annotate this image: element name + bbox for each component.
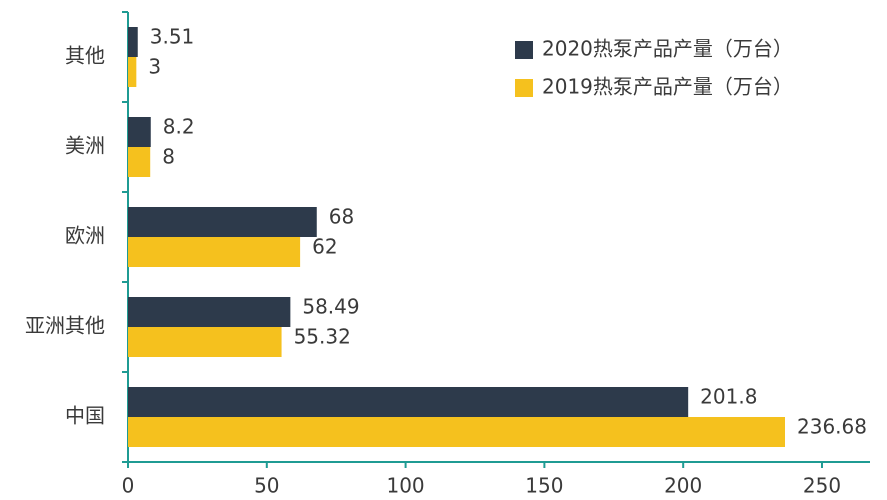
data-label: 3 xyxy=(148,55,161,79)
bar xyxy=(128,327,282,357)
bar xyxy=(128,417,786,447)
bar xyxy=(128,387,689,417)
data-label: 8.2 xyxy=(163,115,195,139)
y-tick-label: 欧洲 xyxy=(65,224,105,248)
bar xyxy=(128,297,291,327)
x-tick-label: 100 xyxy=(386,474,424,498)
data-label: 3.51 xyxy=(150,25,195,49)
bar xyxy=(128,117,151,147)
x-tick-label: 150 xyxy=(525,474,563,498)
legend-label: 2019热泵产品产量（万台） xyxy=(542,75,793,99)
data-label: 58.49 xyxy=(302,295,359,319)
x-tick-label: 0 xyxy=(122,474,135,498)
data-label: 62 xyxy=(312,235,337,259)
bar xyxy=(128,27,138,57)
y-tick-label: 中国 xyxy=(65,404,105,428)
data-label: 55.32 xyxy=(294,325,351,349)
y-tick-label: 其他 xyxy=(65,44,105,68)
bar xyxy=(128,207,317,237)
y-tick-label: 美洲 xyxy=(65,134,105,158)
x-tick-label: 250 xyxy=(803,474,841,498)
data-label: 8 xyxy=(162,145,175,169)
legend-swatch xyxy=(515,79,533,97)
y-tick-label: 亚洲其他 xyxy=(25,314,105,338)
data-label: 236.68 xyxy=(797,415,867,439)
data-label: 68 xyxy=(329,205,354,229)
bar xyxy=(128,237,301,267)
x-tick-label: 50 xyxy=(254,474,279,498)
bar xyxy=(128,57,137,87)
data-label: 201.8 xyxy=(700,385,757,409)
x-tick-label: 200 xyxy=(664,474,702,498)
bar xyxy=(128,147,151,177)
legend-swatch xyxy=(515,41,533,59)
legend-label: 2020热泵产品产量（万台） xyxy=(542,37,793,61)
